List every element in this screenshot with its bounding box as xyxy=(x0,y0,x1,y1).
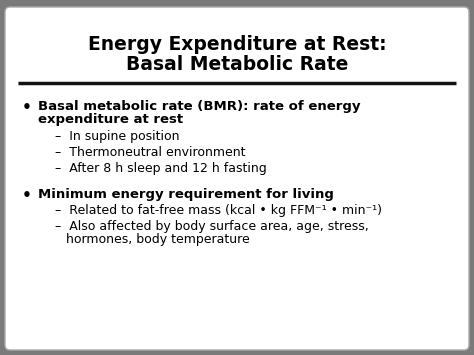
Text: hormones, body temperature: hormones, body temperature xyxy=(66,233,250,246)
Text: Minimum energy requirement for living: Minimum energy requirement for living xyxy=(38,188,334,201)
Text: Energy Expenditure at Rest:: Energy Expenditure at Rest: xyxy=(88,35,386,54)
Text: –  In supine position: – In supine position xyxy=(55,130,180,143)
Text: –  Also affected by body surface area, age, stress,: – Also affected by body surface area, ag… xyxy=(55,220,369,233)
Text: –  Related to fat-free mass (kcal • kg FFM⁻¹ • min⁻¹): – Related to fat-free mass (kcal • kg FF… xyxy=(55,204,382,217)
Text: Basal metabolic rate (BMR): rate of energy: Basal metabolic rate (BMR): rate of ener… xyxy=(38,100,361,113)
Text: –  After 8 h sleep and 12 h fasting: – After 8 h sleep and 12 h fasting xyxy=(55,162,267,175)
Text: •: • xyxy=(22,100,32,115)
Text: expenditure at rest: expenditure at rest xyxy=(38,113,183,126)
FancyBboxPatch shape xyxy=(5,7,469,350)
Text: Basal Metabolic Rate: Basal Metabolic Rate xyxy=(126,55,348,74)
Text: –  Thermoneutral environment: – Thermoneutral environment xyxy=(55,146,246,159)
Text: •: • xyxy=(22,188,32,203)
